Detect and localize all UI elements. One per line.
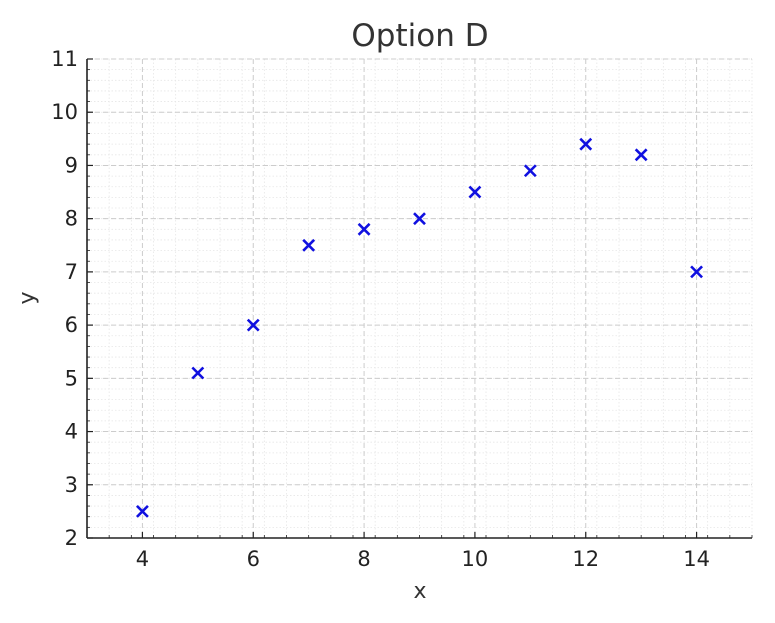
data-point-stroke bbox=[579, 137, 593, 151]
x-tick-label: 6 bbox=[247, 547, 260, 571]
x-tick-label: 12 bbox=[572, 547, 599, 571]
data-point-stroke bbox=[690, 265, 704, 279]
y-tick-label: 8 bbox=[65, 207, 78, 231]
x-tick-label: 4 bbox=[136, 547, 149, 571]
y-tick-label: 2 bbox=[65, 526, 78, 550]
data-point bbox=[579, 137, 593, 151]
ticks: 4 6 8 10 12 14 2 3 4 5 6 7 8 9 10 11 bbox=[51, 47, 753, 571]
chart-title: Option D bbox=[351, 18, 488, 54]
y-axis-label: y bbox=[15, 291, 40, 304]
x-tick-label: 14 bbox=[683, 547, 710, 571]
data-point-stroke bbox=[302, 238, 316, 252]
y-tick-label: 9 bbox=[65, 153, 78, 177]
data-point-stroke bbox=[135, 504, 149, 518]
data-point-stroke bbox=[468, 185, 482, 199]
y-tick-label: 11 bbox=[51, 47, 78, 71]
data-points bbox=[135, 137, 704, 518]
y-tick-label: 10 bbox=[51, 100, 78, 124]
data-point bbox=[413, 212, 426, 226]
y-tick-label: 3 bbox=[65, 473, 78, 497]
x-tick-label: 8 bbox=[357, 547, 370, 571]
data-point bbox=[135, 504, 149, 518]
data-point-stroke bbox=[357, 222, 371, 236]
data-point-stroke bbox=[523, 164, 537, 178]
data-point bbox=[523, 164, 537, 178]
data-point-stroke bbox=[246, 318, 260, 332]
data-point-stroke bbox=[634, 148, 648, 162]
data-point bbox=[246, 318, 260, 332]
y-tick-label: 6 bbox=[65, 313, 78, 337]
y-tick-label: 4 bbox=[65, 420, 78, 444]
data-point bbox=[634, 148, 648, 162]
data-point bbox=[302, 238, 316, 252]
data-point-stroke bbox=[191, 366, 205, 380]
x-axis-label: x bbox=[413, 579, 426, 604]
data-point bbox=[357, 222, 371, 236]
x-tick-label: 10 bbox=[462, 547, 489, 571]
data-point-stroke bbox=[413, 212, 426, 226]
data-point bbox=[191, 366, 205, 380]
y-tick-label: 7 bbox=[65, 260, 78, 284]
data-point bbox=[690, 265, 704, 279]
minor-grid bbox=[86, 58, 753, 539]
data-point bbox=[468, 185, 482, 199]
y-tick-label: 5 bbox=[65, 366, 78, 390]
